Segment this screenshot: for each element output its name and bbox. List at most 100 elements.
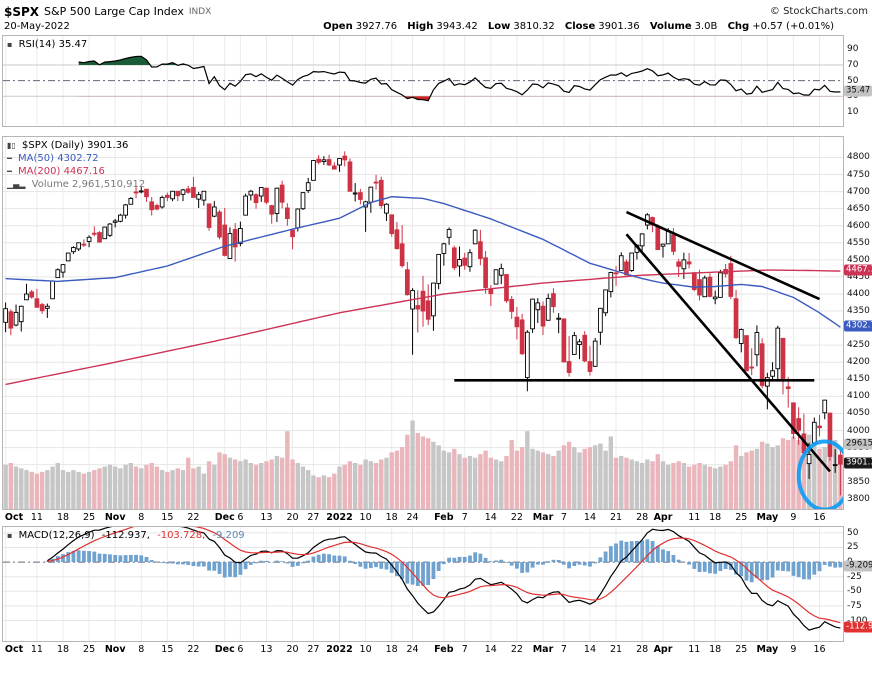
candle bbox=[488, 289, 494, 295]
volume-bar bbox=[707, 466, 713, 509]
volume-bar bbox=[624, 457, 629, 509]
macd-histogram-bar bbox=[113, 554, 118, 563]
macd-histogram-bar bbox=[775, 562, 780, 571]
volume-bar bbox=[316, 477, 321, 509]
candle bbox=[749, 366, 755, 369]
volume-bar bbox=[676, 461, 681, 509]
x-axis-label: 18 bbox=[56, 512, 70, 523]
volume-bar bbox=[389, 452, 394, 509]
ma50-line-icon: ━ bbox=[7, 154, 12, 163]
volume-bar bbox=[556, 450, 561, 509]
candle bbox=[483, 257, 488, 288]
macd-histogram-bar bbox=[61, 554, 65, 563]
candle bbox=[76, 242, 82, 250]
candle bbox=[326, 159, 332, 166]
volume-bar bbox=[519, 447, 525, 509]
y-axis-label: -75 bbox=[847, 600, 862, 611]
y-axis-label: 50 bbox=[847, 75, 859, 86]
x-axis-label: Mar bbox=[532, 512, 554, 523]
volume-bar bbox=[426, 438, 431, 509]
volume-bar bbox=[8, 463, 14, 509]
macd-histogram-bar bbox=[217, 562, 222, 574]
volume-bar bbox=[300, 466, 306, 509]
chart-date: 20-May-2022 bbox=[4, 20, 70, 32]
ma50-line bbox=[5, 195, 841, 328]
macd-badge: -112.937 bbox=[844, 621, 872, 633]
macd-histogram-bar bbox=[838, 562, 843, 568]
rsi-plot bbox=[3, 36, 843, 126]
volume-bar bbox=[530, 448, 535, 509]
volume-bar bbox=[608, 436, 614, 509]
volume-bar bbox=[373, 463, 379, 509]
x-axis-label: May bbox=[756, 644, 779, 655]
volume-label: Volume bbox=[649, 20, 692, 32]
candle bbox=[733, 298, 739, 339]
volume-bar bbox=[186, 457, 191, 509]
x-axis-label: 21 bbox=[609, 644, 623, 655]
volume-bar bbox=[415, 432, 420, 509]
candle bbox=[686, 261, 692, 265]
volume-bar bbox=[759, 441, 765, 509]
candle bbox=[86, 236, 92, 242]
volume-bar bbox=[405, 434, 410, 509]
macd-histogram-bar bbox=[598, 557, 603, 563]
macd-histogram-bar bbox=[723, 562, 728, 569]
candle bbox=[352, 192, 358, 195]
macd-histogram-bar bbox=[311, 556, 316, 563]
rsi-panel: ▪ RSI(14) 35.47 907050301035.47 bbox=[2, 35, 872, 127]
y-axis-label: 4400 bbox=[847, 288, 870, 299]
macd-histogram-bar bbox=[348, 560, 352, 563]
macd-histogram-bar bbox=[697, 562, 702, 573]
volume-bar bbox=[154, 466, 160, 509]
candle bbox=[232, 229, 238, 248]
macd-histogram-bar bbox=[128, 554, 133, 563]
x-axis-label: 24 bbox=[406, 512, 419, 523]
panel-gap bbox=[2, 127, 872, 136]
macd-histogram-bar bbox=[102, 553, 107, 563]
macd-histogram-bar bbox=[290, 562, 295, 567]
macd-histogram-bar bbox=[494, 560, 498, 563]
volume-bar bbox=[76, 471, 81, 509]
candle bbox=[462, 257, 468, 266]
volume-bar bbox=[535, 450, 540, 509]
candle bbox=[592, 340, 598, 367]
candle bbox=[300, 192, 306, 210]
macd-histogram-bar bbox=[275, 560, 279, 563]
x-axis-label: 16 bbox=[813, 512, 826, 523]
x-axis-label: 27 bbox=[307, 644, 320, 655]
candle bbox=[514, 316, 520, 328]
macd-histogram-bar bbox=[635, 540, 639, 563]
x-axis-label: Nov bbox=[104, 512, 126, 523]
macd-histogram-bar bbox=[447, 557, 451, 563]
volume-bar bbox=[733, 445, 739, 509]
volume-bar bbox=[358, 464, 363, 509]
volume-bar bbox=[60, 470, 66, 509]
volume-bar bbox=[587, 447, 593, 509]
macd-histogram-bar bbox=[807, 562, 811, 580]
macd-histogram-bar bbox=[295, 562, 300, 566]
legend-volume-row: ▁▄▂ Volume 2,961,510,912 bbox=[7, 178, 145, 191]
candle bbox=[603, 289, 608, 314]
volume-bar bbox=[102, 466, 107, 509]
rsi-label: RSI(14) bbox=[18, 39, 56, 50]
volume-bar bbox=[561, 445, 567, 509]
volume-bar bbox=[222, 454, 227, 509]
macd-histogram-bar bbox=[671, 555, 676, 563]
candle bbox=[629, 252, 635, 271]
candle bbox=[290, 229, 295, 238]
chg-value: +0.57 (+0.01%) bbox=[752, 20, 834, 32]
candle bbox=[342, 155, 348, 161]
x-axis-label: 25 bbox=[83, 512, 96, 523]
volume-bar bbox=[201, 473, 207, 509]
volume-bar bbox=[13, 466, 19, 509]
rsi-badge: 35.47 bbox=[844, 85, 872, 97]
candle bbox=[138, 190, 144, 193]
x-axis-label: 27 bbox=[307, 512, 320, 523]
macd-histogram-bar bbox=[400, 562, 405, 580]
volume-bar bbox=[817, 448, 822, 509]
x-axis-label: 15 bbox=[161, 644, 174, 655]
candle bbox=[425, 300, 431, 320]
x-axis-label: 25 bbox=[735, 644, 748, 655]
macd-histogram-bar bbox=[828, 562, 832, 567]
